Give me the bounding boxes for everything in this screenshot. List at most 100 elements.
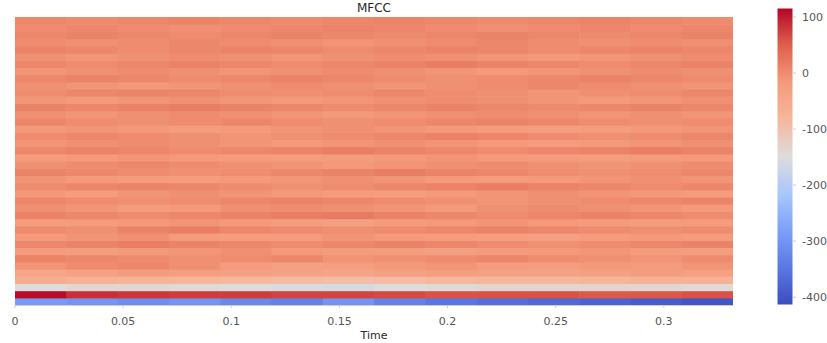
cell bbox=[15, 118, 67, 126]
cell bbox=[220, 75, 272, 83]
cell bbox=[169, 53, 221, 61]
cell bbox=[477, 168, 529, 176]
cell bbox=[271, 111, 323, 119]
cell bbox=[374, 276, 426, 284]
cell bbox=[15, 161, 67, 169]
cell bbox=[323, 17, 375, 25]
cell bbox=[374, 291, 426, 299]
cell bbox=[323, 53, 375, 61]
cell bbox=[477, 197, 529, 205]
cell bbox=[271, 67, 323, 75]
cell bbox=[118, 255, 170, 263]
cell bbox=[425, 161, 477, 169]
cell bbox=[220, 247, 272, 255]
x-tick bbox=[663, 305, 664, 308]
cell bbox=[220, 111, 272, 119]
cell bbox=[220, 60, 272, 68]
cell bbox=[477, 31, 529, 39]
cell bbox=[66, 161, 118, 169]
x-tick-label: 0.05 bbox=[111, 315, 136, 328]
cell bbox=[682, 226, 733, 234]
cell bbox=[425, 139, 477, 147]
cell bbox=[579, 183, 631, 191]
x-tick bbox=[15, 305, 16, 308]
cell bbox=[66, 269, 118, 277]
colorbar-tick bbox=[793, 297, 796, 298]
cell bbox=[169, 96, 221, 104]
cell bbox=[425, 111, 477, 119]
cell bbox=[323, 125, 375, 133]
cell bbox=[374, 139, 426, 147]
cell bbox=[630, 103, 682, 111]
cell bbox=[579, 111, 631, 119]
cell bbox=[15, 262, 67, 270]
cell bbox=[630, 161, 682, 169]
cell bbox=[682, 82, 733, 90]
cell bbox=[118, 111, 170, 119]
cell bbox=[682, 183, 733, 191]
cell bbox=[118, 197, 170, 205]
cell bbox=[374, 24, 426, 32]
x-tick bbox=[447, 305, 448, 308]
cell bbox=[220, 291, 272, 299]
cell bbox=[220, 96, 272, 104]
cell bbox=[220, 269, 272, 277]
cell bbox=[374, 168, 426, 176]
cell bbox=[66, 247, 118, 255]
cell bbox=[682, 211, 733, 219]
colorbar-tick bbox=[793, 129, 796, 130]
cell bbox=[630, 255, 682, 263]
cell bbox=[528, 139, 580, 147]
cell bbox=[323, 211, 375, 219]
cell bbox=[271, 175, 323, 183]
cell bbox=[630, 39, 682, 47]
cell bbox=[66, 24, 118, 32]
cell bbox=[477, 139, 529, 147]
cell bbox=[579, 132, 631, 140]
cell bbox=[374, 125, 426, 133]
cell bbox=[66, 183, 118, 191]
cell bbox=[425, 46, 477, 54]
cell bbox=[682, 132, 733, 140]
cell bbox=[323, 190, 375, 198]
cell bbox=[169, 154, 221, 162]
cell bbox=[118, 67, 170, 75]
cell bbox=[169, 298, 221, 305]
cell bbox=[528, 298, 580, 305]
cell bbox=[682, 298, 733, 305]
cell bbox=[425, 24, 477, 32]
cell bbox=[579, 291, 631, 299]
x-tick bbox=[339, 305, 340, 308]
cell bbox=[630, 154, 682, 162]
cell bbox=[425, 190, 477, 198]
cell bbox=[118, 31, 170, 39]
cell bbox=[15, 132, 67, 140]
cell bbox=[15, 276, 67, 284]
cell bbox=[682, 24, 733, 32]
cell bbox=[425, 17, 477, 25]
cell bbox=[169, 67, 221, 75]
cell bbox=[220, 190, 272, 198]
cell bbox=[682, 31, 733, 39]
cell bbox=[66, 75, 118, 83]
cell bbox=[477, 298, 529, 305]
cell bbox=[682, 139, 733, 147]
cell bbox=[528, 226, 580, 234]
cell bbox=[169, 197, 221, 205]
cell bbox=[169, 255, 221, 263]
cell bbox=[528, 269, 580, 277]
cell bbox=[271, 197, 323, 205]
cell bbox=[374, 111, 426, 119]
cell bbox=[630, 211, 682, 219]
cell bbox=[528, 147, 580, 155]
cell bbox=[682, 233, 733, 241]
cell bbox=[66, 103, 118, 111]
cell bbox=[374, 240, 426, 248]
cell bbox=[682, 103, 733, 111]
cell bbox=[66, 46, 118, 54]
cell bbox=[15, 233, 67, 241]
cell bbox=[66, 118, 118, 126]
cell bbox=[528, 211, 580, 219]
cell bbox=[66, 96, 118, 104]
cell bbox=[579, 118, 631, 126]
